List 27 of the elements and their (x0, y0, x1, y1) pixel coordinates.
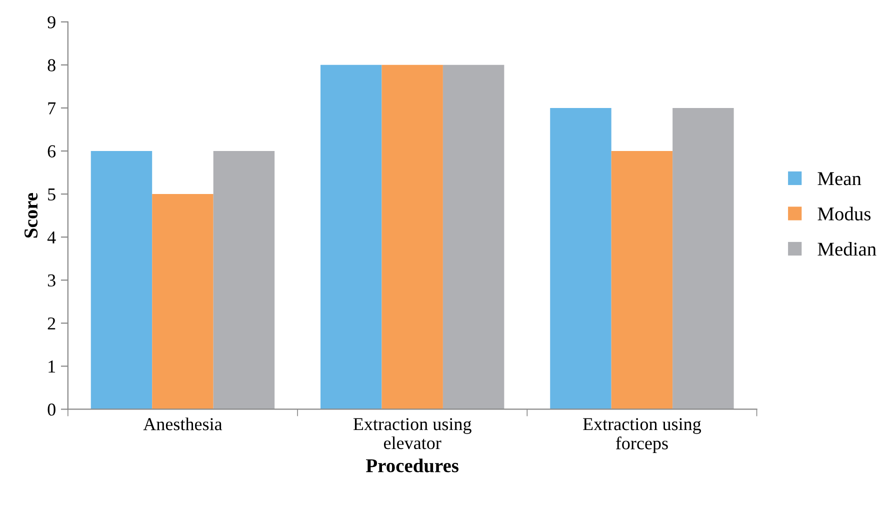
y-tick-label: 0 (48, 403, 56, 416)
x-axis-title: Procedures (366, 458, 458, 472)
legend-label: Modus (818, 206, 871, 220)
bar (442, 64, 504, 410)
bar (90, 151, 152, 410)
bar (672, 108, 734, 410)
bar (213, 151, 275, 410)
bar (320, 64, 382, 410)
y-tick-label: 1 (48, 360, 56, 372)
bar (611, 151, 673, 410)
y-axis-title: Score (24, 193, 38, 238)
x-tick-label: Extraction using forceps (583, 418, 702, 454)
y-tick-label: 5 (48, 188, 56, 200)
x-tick-label: Anesthesia (143, 418, 222, 430)
y-tick-label: 7 (48, 102, 56, 114)
y-tick-label: 9 (48, 16, 56, 28)
y-tick-label: 6 (48, 145, 56, 158)
y-tick-label: 2 (48, 317, 56, 330)
y-tick-label: 3 (48, 274, 56, 287)
y-tick-label: 8 (48, 59, 56, 72)
y-tick-label: 4 (47, 231, 56, 244)
legend-label: Mean (818, 172, 862, 186)
legend-label: Median (818, 242, 876, 256)
x-tick-label: Extraction using elevator (353, 418, 472, 450)
bar (550, 108, 612, 410)
bar (152, 194, 214, 410)
bar (382, 64, 443, 410)
